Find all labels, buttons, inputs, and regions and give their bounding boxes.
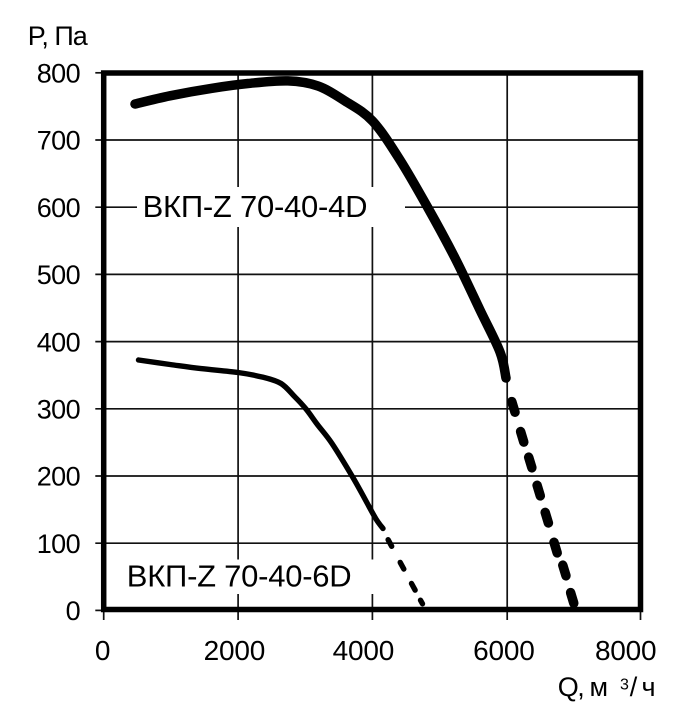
svg-text:0: 0 (66, 596, 80, 626)
svg-text:300: 300 (37, 395, 80, 425)
svg-text:6000: 6000 (473, 635, 535, 666)
svg-text:600: 600 (37, 193, 80, 223)
svg-text:3: 3 (620, 677, 629, 694)
svg-text:4000: 4000 (333, 635, 395, 666)
svg-text:700: 700 (37, 126, 80, 156)
svg-text:ВКП-Z 70-40-4D: ВКП-Z 70-40-4D (143, 189, 368, 224)
svg-text:8000: 8000 (595, 635, 657, 666)
svg-text:/: / (630, 672, 638, 702)
svg-text:200: 200 (37, 462, 80, 492)
svg-text:2000: 2000 (204, 635, 266, 666)
svg-text:ч: ч (642, 672, 656, 702)
svg-text:400: 400 (37, 327, 80, 357)
svg-text:ВКП-Z 70-40-6D: ВКП-Z 70-40-6D (127, 559, 352, 594)
svg-text:Q, м: Q, м (558, 672, 607, 702)
svg-text:800: 800 (37, 59, 80, 89)
svg-text:P, Па: P, Па (28, 21, 89, 51)
svg-text:500: 500 (37, 260, 80, 290)
svg-text:100: 100 (37, 529, 80, 559)
svg-text:0: 0 (95, 635, 110, 666)
